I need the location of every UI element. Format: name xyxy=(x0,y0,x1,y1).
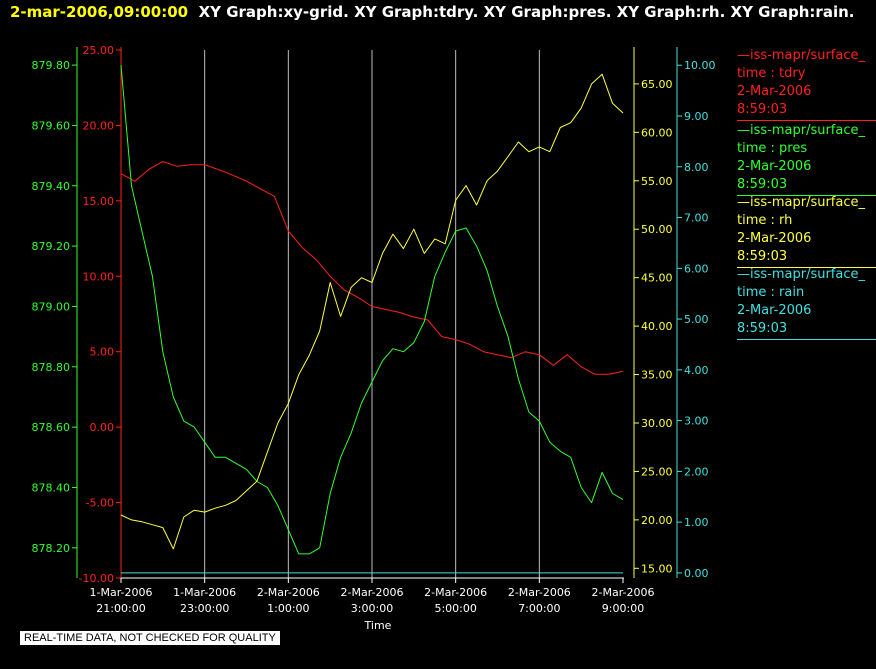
x-axis-title: Time xyxy=(364,619,392,632)
y-tick-label: 7.00 xyxy=(684,212,709,225)
x-tick-label: 1-Mar-2006 xyxy=(173,586,236,599)
legend-field: time : rh xyxy=(737,213,793,228)
legend-time: 8:59:03 xyxy=(737,177,788,192)
y-tick-label: -10.00 xyxy=(79,572,114,585)
legend-separator xyxy=(737,120,876,121)
y-tick-label: -5.00 xyxy=(86,497,114,510)
y-tick-label: 30.00 xyxy=(641,417,673,430)
legend-source: —iss-mapr/surface_ xyxy=(737,123,866,138)
y-tick-label: 2.00 xyxy=(684,465,709,478)
y-tick-label: 879.60 xyxy=(32,119,71,132)
y-tick-label: 9.00 xyxy=(684,110,709,123)
header-graph-list: XY Graph:xy-grid. XY Graph:tdry. XY Grap… xyxy=(198,3,855,21)
y-tick-label: 10.00 xyxy=(83,270,115,283)
y-tick-label: 25.00 xyxy=(641,465,673,478)
y-tick-label: 879.80 xyxy=(32,59,71,72)
legend-entry-tdry: —iss-mapr/surface_ time : tdry 2-Mar-200… xyxy=(737,47,876,121)
x-tick-label: 3:00:00 xyxy=(351,602,393,615)
series-line-tdry xyxy=(120,161,624,375)
legend-time: 8:59:03 xyxy=(737,321,788,336)
legend-field: time : pres xyxy=(737,141,808,156)
y-tick-label: 879.40 xyxy=(32,180,71,193)
legend-entry-rain: —iss-mapr/surface_ time : rain 2-Mar-200… xyxy=(737,266,876,340)
x-tick-label: 21:00:00 xyxy=(96,602,145,615)
legend-entry-rh: —iss-mapr/surface_ time : rh 2-Mar-2006 … xyxy=(737,194,876,268)
legend-date: 2-Mar-2006 xyxy=(737,84,812,99)
y-tick-label: 55.00 xyxy=(641,175,673,188)
x-tick-label: 23:00:00 xyxy=(180,602,229,615)
y-tick-label: 879.00 xyxy=(32,300,71,313)
y-tick-label: 4.00 xyxy=(684,364,709,377)
y-tick-label: 25.00 xyxy=(83,44,115,57)
legend-date: 2-Mar-2006 xyxy=(737,231,812,246)
legend-date: 2-Mar-2006 xyxy=(737,303,812,318)
x-tick-label: 1-Mar-2006 xyxy=(90,586,153,599)
y-tick-label: 15.00 xyxy=(641,562,673,575)
header-date: 2-mar-2006,09:00:00 xyxy=(10,3,189,21)
legend-source: —iss-mapr/surface_ xyxy=(737,267,866,282)
y-tick-label: 8.00 xyxy=(684,161,709,174)
legend-entry-pres: —iss-mapr/surface_ time : pres 2-Mar-200… xyxy=(737,122,876,196)
quality-warning: REAL-TIME DATA, NOT CHECKED FOR QUALITY xyxy=(20,631,280,645)
y-tick-label: 20.00 xyxy=(641,514,673,527)
y-tick-label: 0.00 xyxy=(90,421,115,434)
legend-field: time : rain xyxy=(737,285,805,300)
y-tick-label: 6.00 xyxy=(684,262,709,275)
x-tick-label: 5:00:00 xyxy=(434,602,476,615)
legend-field: time : tdry xyxy=(737,66,806,81)
y-tick-label: 35.00 xyxy=(641,369,673,382)
x-tick-label: 2-Mar-2006 xyxy=(592,586,655,599)
legend-separator xyxy=(737,195,876,196)
series-line-rh xyxy=(120,73,624,550)
legend-time: 8:59:03 xyxy=(737,249,788,264)
x-tick-label: 2-Mar-2006 xyxy=(257,586,320,599)
y-tick-label: 60.00 xyxy=(641,126,673,139)
y-tick-label: 879.20 xyxy=(32,240,71,253)
legend-source: —iss-mapr/surface_ xyxy=(737,195,866,210)
x-tick-label: 7:00:00 xyxy=(518,602,560,615)
x-tick-label: 2-Mar-2006 xyxy=(424,586,487,599)
y-tick-label: 40.00 xyxy=(641,320,673,333)
x-tick-label: 2-Mar-2006 xyxy=(341,586,404,599)
y-tick-label: 20.00 xyxy=(83,119,115,132)
y-tick-label: 878.20 xyxy=(32,542,71,555)
header-title: 2-mar-2006,09:00:00 XY Graph:xy-grid. XY… xyxy=(10,3,854,21)
legend-separator xyxy=(737,267,876,268)
y-tick-label: 3.00 xyxy=(684,415,709,428)
y-tick-label: 65.00 xyxy=(641,78,673,91)
y-tick-label: 15.00 xyxy=(83,195,115,208)
y-tick-label: 878.80 xyxy=(32,361,71,374)
legend-separator xyxy=(737,339,876,340)
x-tick-label: 2-Mar-2006 xyxy=(508,586,571,599)
x-tick-label: 1:00:00 xyxy=(267,602,309,615)
y-tick-label: 50.00 xyxy=(641,223,673,236)
legend-time: 8:59:03 xyxy=(737,102,788,117)
y-tick-label: 45.00 xyxy=(641,272,673,285)
y-tick-label: 1.00 xyxy=(684,516,709,529)
y-tick-label: 10.00 xyxy=(684,59,716,72)
y-tick-label: 878.60 xyxy=(32,421,71,434)
y-tick-label: 878.40 xyxy=(32,481,71,494)
legend-source: —iss-mapr/surface_ xyxy=(737,48,866,63)
y-tick-label: 5.00 xyxy=(684,313,709,326)
series-line-pres xyxy=(120,65,624,555)
y-tick-label: 5.00 xyxy=(90,346,115,359)
x-tick-label: 9:00:00 xyxy=(602,602,644,615)
legend-date: 2-Mar-2006 xyxy=(737,159,812,174)
y-tick-label: 0.00 xyxy=(684,567,709,580)
